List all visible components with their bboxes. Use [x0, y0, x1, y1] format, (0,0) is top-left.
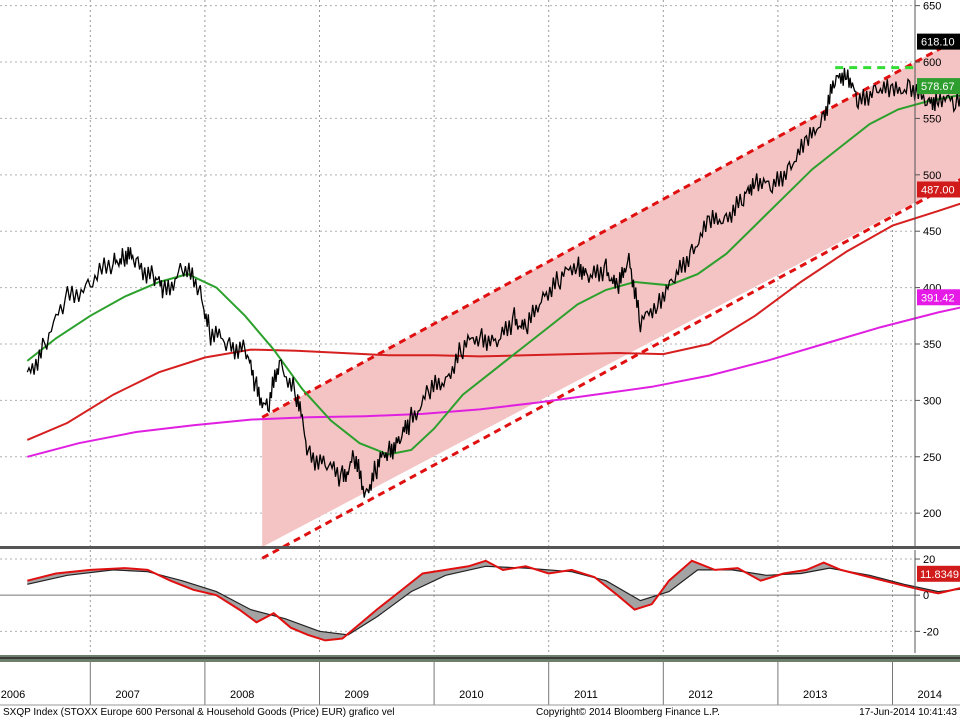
- last-value-label-bg: [917, 78, 960, 95]
- last-value-label-bg: [917, 181, 960, 198]
- oscillator-grid: [0, 550, 915, 653]
- last-value-label-bg: [917, 33, 960, 50]
- x-tick-label: 2012: [688, 689, 712, 701]
- price-y-tick-label: 550: [923, 113, 941, 125]
- last-value-label-ma_long: 391.42: [917, 289, 960, 306]
- bottom-separator-bar-inner: [0, 657, 960, 659]
- copyright-text: Copyright© 2014 Bloomberg Finance L.P.: [536, 707, 720, 718]
- osc-last-value-text: 11.8349: [920, 569, 959, 581]
- oscillator-fill: [27, 560, 960, 641]
- x-tick-label: 2009: [345, 689, 369, 701]
- ma-long-line: [27, 306, 960, 458]
- trend-channel-lower-line: [261, 178, 960, 560]
- last-value-label-bg: [917, 289, 960, 306]
- price-y-tick-label: 300: [923, 395, 941, 407]
- price-line: [26, 67, 960, 498]
- x-tick-label: 2006: [1, 689, 25, 701]
- price-y-tick-label: 250: [923, 452, 941, 464]
- ma50-line: [26, 94, 960, 456]
- last-value-label-text: 618.10: [921, 37, 955, 49]
- price-y-tick-label: 450: [923, 226, 941, 238]
- oscillator-last-value-label: 11.8349: [917, 565, 960, 582]
- panel-separator: [0, 546, 960, 549]
- x-tick-label: 2010: [459, 689, 483, 701]
- last-value-label-price: 618.10: [917, 33, 960, 50]
- oscillator-signal-line: [27, 565, 960, 636]
- price-y-tick-label: 650: [923, 1, 941, 13]
- x-tick-label: 2007: [115, 689, 139, 701]
- osc-y-tick-label: 0: [923, 590, 929, 602]
- x-axis: 2006 2007 2008 2009 2010 2011 2012 2013 2014: [0, 662, 960, 706]
- osc-last-value-bg: [917, 565, 960, 582]
- osc-y-tick-label: 20: [923, 554, 935, 566]
- oscillator-y-axis: 20 0 -20: [914, 550, 939, 653]
- price-last-value-labels: 618.10 578.67 487.00 391.42: [917, 33, 960, 306]
- x-tick-label: 2013: [803, 689, 827, 701]
- price-y-tick-label: 600: [923, 57, 941, 69]
- last-value-label-text: 487.00: [921, 184, 955, 196]
- x-tick-label: 2008: [230, 689, 254, 701]
- osc-y-tick-label: -20: [923, 626, 939, 638]
- price-y-tick-label: 500: [923, 170, 941, 182]
- last-value-label-text: 391.42: [921, 292, 955, 304]
- last-value-label-ma200: 487.00: [917, 181, 960, 198]
- price-y-tick-label: 200: [923, 508, 941, 520]
- chart-title: SXQP Index (STOXX Europe 600 Personal & …: [3, 707, 394, 718]
- x-tick-label: 2011: [574, 689, 598, 701]
- timestamp-text: 17-Jun-2014 10:41:43: [859, 707, 957, 718]
- x-tick-label: 2014: [918, 689, 942, 701]
- price-y-tick-label: 350: [923, 339, 941, 351]
- oscillator-panel: 20 0 -20 11.8349: [0, 550, 960, 653]
- last-value-label-text: 578.67: [921, 81, 955, 93]
- last-value-label-ma50: 578.67: [917, 78, 960, 95]
- trend-channel-fill: [262, 37, 960, 547]
- oscillator-line: [27, 559, 960, 642]
- ma200-line: [26, 202, 960, 441]
